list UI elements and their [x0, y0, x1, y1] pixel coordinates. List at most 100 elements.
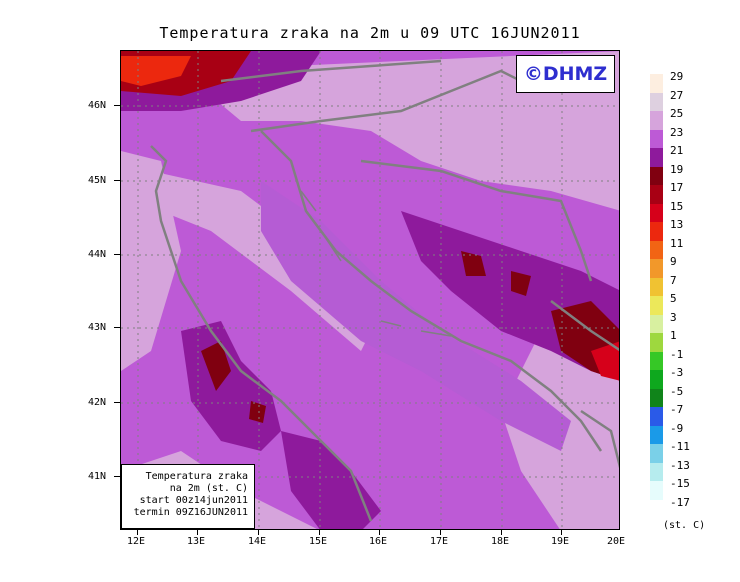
lat-label-45n: 45N: [88, 175, 107, 186]
hot-area-inland-2: [511, 271, 531, 296]
lat-label-43n: 43N: [88, 322, 107, 333]
lon-tick: [501, 530, 502, 535]
legend-label: 17: [670, 181, 684, 194]
hot-area-east-core: [591, 341, 619, 381]
legend-label: -17: [670, 495, 690, 509]
info-line-4: termin 09Z16JUN2011: [133, 507, 248, 518]
legend-swatch: [650, 333, 663, 352]
legend-label: -9: [670, 421, 684, 435]
lon-label-13e: 13E: [187, 536, 206, 547]
north-border: [220, 59, 442, 83]
legend-label: -1: [670, 347, 684, 361]
island-2: [320, 230, 342, 262]
lon-tick: [197, 530, 198, 535]
info-line-1: Temperatura zraka: [145, 471, 248, 482]
balkan-coast: [260, 130, 603, 452]
lon-label-12e: 12E: [127, 536, 146, 547]
cool-area-west: [121, 151, 181, 371]
legend-label: 27: [670, 88, 684, 102]
croatia-border: [250, 69, 542, 133]
legend-label: 15: [670, 199, 684, 213]
legend-label: -15: [670, 477, 690, 490]
lat-label-42n: 42N: [88, 397, 107, 408]
lon-tick: [379, 530, 380, 535]
legend-swatch: [650, 481, 663, 500]
lat-tick: [114, 476, 120, 477]
legend-swatch: [650, 185, 663, 204]
lon-label-15e: 15E: [309, 536, 328, 547]
legend-unit: (st. C): [663, 520, 706, 531]
lon-label-18e: 18E: [491, 536, 510, 547]
lat-tick: [114, 105, 120, 106]
legend-label: 9: [670, 255, 677, 268]
legend-swatch: [650, 129, 663, 148]
cool-area-north: [181, 51, 619, 211]
info-line-3: start 00z14jun2011: [139, 495, 248, 506]
lon-label-16e: 16E: [369, 536, 388, 547]
legend-swatch: [650, 111, 663, 130]
lon-tick: [440, 530, 441, 535]
islands: [300, 190, 452, 337]
lat-tick: [114, 402, 120, 403]
legend-label: 23: [670, 125, 684, 139]
legend-label: 21: [670, 144, 684, 157]
lon-tick: [137, 530, 138, 535]
montenegro-border: [550, 300, 619, 352]
bosnia-border: [360, 159, 593, 282]
legend-swatch: [650, 166, 663, 185]
map-grid: [121, 51, 619, 529]
lat-label-44n: 44N: [88, 249, 107, 260]
legend-label: 11: [670, 236, 684, 250]
lon-label-19e: 19E: [551, 536, 570, 547]
legend-label: -7: [670, 403, 684, 416]
legend-label: -11: [670, 440, 690, 453]
legend-swatch: [650, 425, 663, 444]
legend-swatch: [650, 314, 663, 333]
legend-label: 1: [670, 329, 677, 342]
legend-swatch: [650, 259, 663, 278]
lat-tick: [114, 327, 120, 328]
lon-tick: [561, 530, 562, 535]
legend-label: 13: [670, 218, 684, 231]
hot-area-italy-2: [249, 401, 266, 423]
legend-label: 5: [670, 292, 677, 305]
italy-coast: [150, 145, 373, 522]
legend-swatch: [650, 92, 663, 111]
legend-label: 3: [670, 310, 677, 324]
legend-swatch: [650, 222, 663, 241]
legend-swatch: [650, 351, 663, 370]
legend-label: 25: [670, 107, 684, 120]
lat-label-46n: 46N: [88, 100, 107, 111]
legend-swatch: [650, 148, 663, 167]
coastlines: [150, 59, 619, 522]
legend-label: 19: [670, 162, 684, 176]
island-1: [300, 190, 317, 212]
legend-swatch: [650, 240, 663, 259]
hot-area-italy: [201, 341, 231, 391]
lon-tick: [319, 530, 320, 535]
legend-swatch: [650, 407, 663, 426]
info-box: Temperatura zraka na 2m (st. C) start 00…: [121, 464, 255, 529]
legend-label: -3: [670, 366, 684, 379]
legend-swatch: [650, 277, 663, 296]
dhmz-logo: ©DHMZ: [516, 55, 615, 93]
legend-swatch: [650, 462, 663, 481]
albania-border: [580, 409, 619, 469]
legend-swatch: [650, 296, 663, 315]
legend-label: 29: [670, 70, 684, 83]
lon-tick: [258, 530, 259, 535]
adriatic-sea: [261, 181, 571, 451]
map-title: Temperatura zraka na 2m u 09 UTC 16JUN20…: [159, 24, 581, 42]
legend-swatch: [650, 370, 663, 389]
legend-label: -5: [670, 384, 684, 398]
info-line-2: na 2m (st. C): [169, 483, 248, 494]
lat-tick: [114, 254, 120, 255]
island-4: [420, 330, 452, 337]
map-canvas: [121, 51, 619, 529]
legend-label: -13: [670, 458, 690, 472]
lat-tick: [114, 180, 120, 181]
lon-label-14e: 14E: [248, 536, 267, 547]
legend-swatch: [650, 444, 663, 463]
temperature-map: [120, 50, 620, 530]
island-3: [380, 320, 402, 327]
